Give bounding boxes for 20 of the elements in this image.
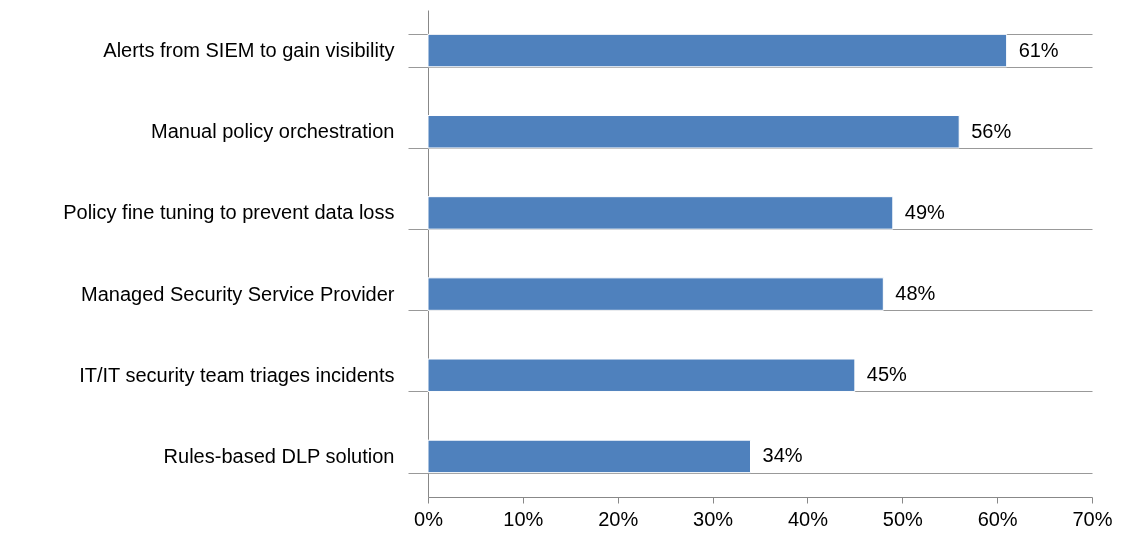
y-tick-label: Alerts from SIEM to gain visibility <box>103 39 395 62</box>
y-tick-label: Rules-based DLP solution <box>163 444 395 467</box>
x-tick-label: 0% <box>414 507 444 530</box>
data-label: 34% <box>762 444 803 467</box>
x-tick-label: 50% <box>882 507 924 530</box>
data-label: 56% <box>971 119 1012 142</box>
data-label: 45% <box>866 363 908 386</box>
data-label: 61% <box>1018 38 1059 61</box>
x-tick-label: 10% <box>503 507 544 530</box>
y-tick-label: IT/IT security team triages incidents <box>79 363 395 386</box>
x-tick-label: 40% <box>787 507 829 530</box>
data-label: 49% <box>904 200 946 223</box>
x-tick-label: 20% <box>598 507 639 530</box>
x-tick-label: 60% <box>977 507 1018 530</box>
x-tick-label: 30% <box>693 507 734 530</box>
x-tick-label: 70% <box>1072 507 1113 530</box>
y-tick-label: Policy fine tuning to prevent data loss <box>63 201 395 224</box>
y-tick-label: Manual policy orchestration <box>151 120 395 143</box>
data-label: 48% <box>895 282 936 305</box>
y-tick-label: Managed Security Service Provider <box>81 282 395 305</box>
